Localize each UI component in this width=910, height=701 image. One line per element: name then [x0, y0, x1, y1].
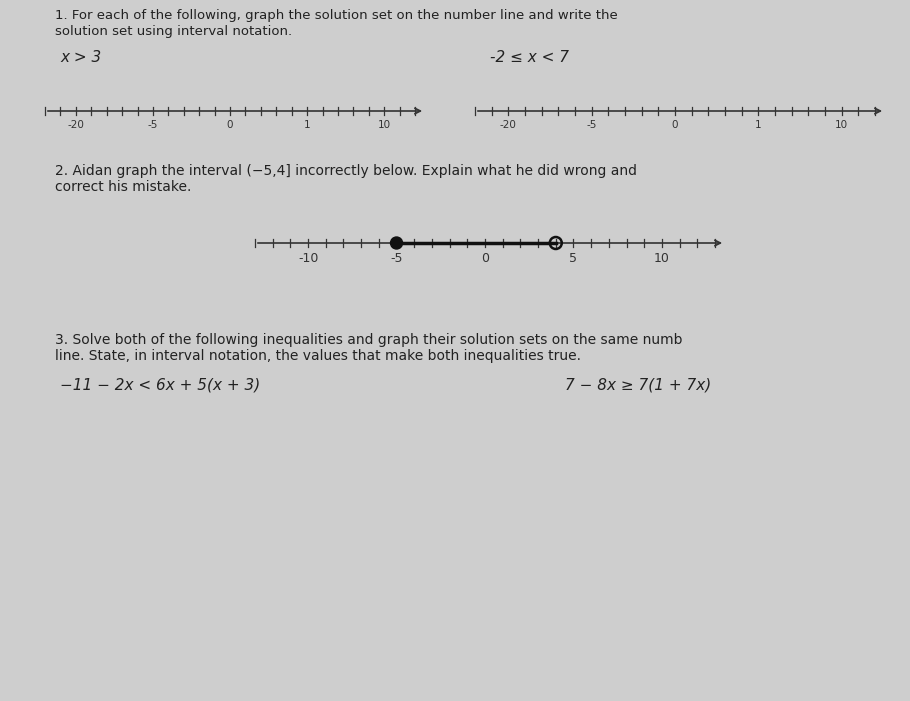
Text: 5: 5 — [570, 252, 578, 265]
Text: 7 − 8x ≥ 7(1 + 7x): 7 − 8x ≥ 7(1 + 7x) — [565, 378, 712, 393]
Text: 10: 10 — [835, 120, 848, 130]
Text: 0: 0 — [672, 120, 678, 130]
Text: 1. For each of the following, graph the solution set on the number line and writ: 1. For each of the following, graph the … — [55, 9, 618, 22]
Text: 10: 10 — [378, 120, 390, 130]
Text: line. State, in interval notation, the values that make both inequalities true.: line. State, in interval notation, the v… — [55, 349, 581, 363]
Text: 2. Aidan graph the interval (−5,4] incorrectly below. Explain what he did wrong : 2. Aidan graph the interval (−5,4] incor… — [55, 164, 637, 178]
Text: -5: -5 — [390, 252, 403, 265]
Text: -5: -5 — [147, 120, 158, 130]
Text: -2 ≤ x < 7: -2 ≤ x < 7 — [490, 50, 569, 65]
Text: -5: -5 — [586, 120, 597, 130]
Text: 1: 1 — [304, 120, 310, 130]
Text: 10: 10 — [654, 252, 670, 265]
Text: 0: 0 — [227, 120, 233, 130]
Text: -20: -20 — [67, 120, 85, 130]
Text: x > 3: x > 3 — [60, 50, 101, 65]
Text: −11 − 2x < 6x + 5(x + 3): −11 − 2x < 6x + 5(x + 3) — [60, 378, 260, 393]
Text: 3. Solve both of the following inequalities and graph their solution sets on the: 3. Solve both of the following inequalit… — [55, 333, 682, 347]
Circle shape — [390, 237, 402, 249]
Text: 1: 1 — [755, 120, 762, 130]
Text: -20: -20 — [500, 120, 517, 130]
Text: -10: -10 — [298, 252, 318, 265]
Text: 0: 0 — [481, 252, 489, 265]
Text: correct his mistake.: correct his mistake. — [55, 180, 191, 194]
Text: solution set using interval notation.: solution set using interval notation. — [55, 25, 292, 38]
